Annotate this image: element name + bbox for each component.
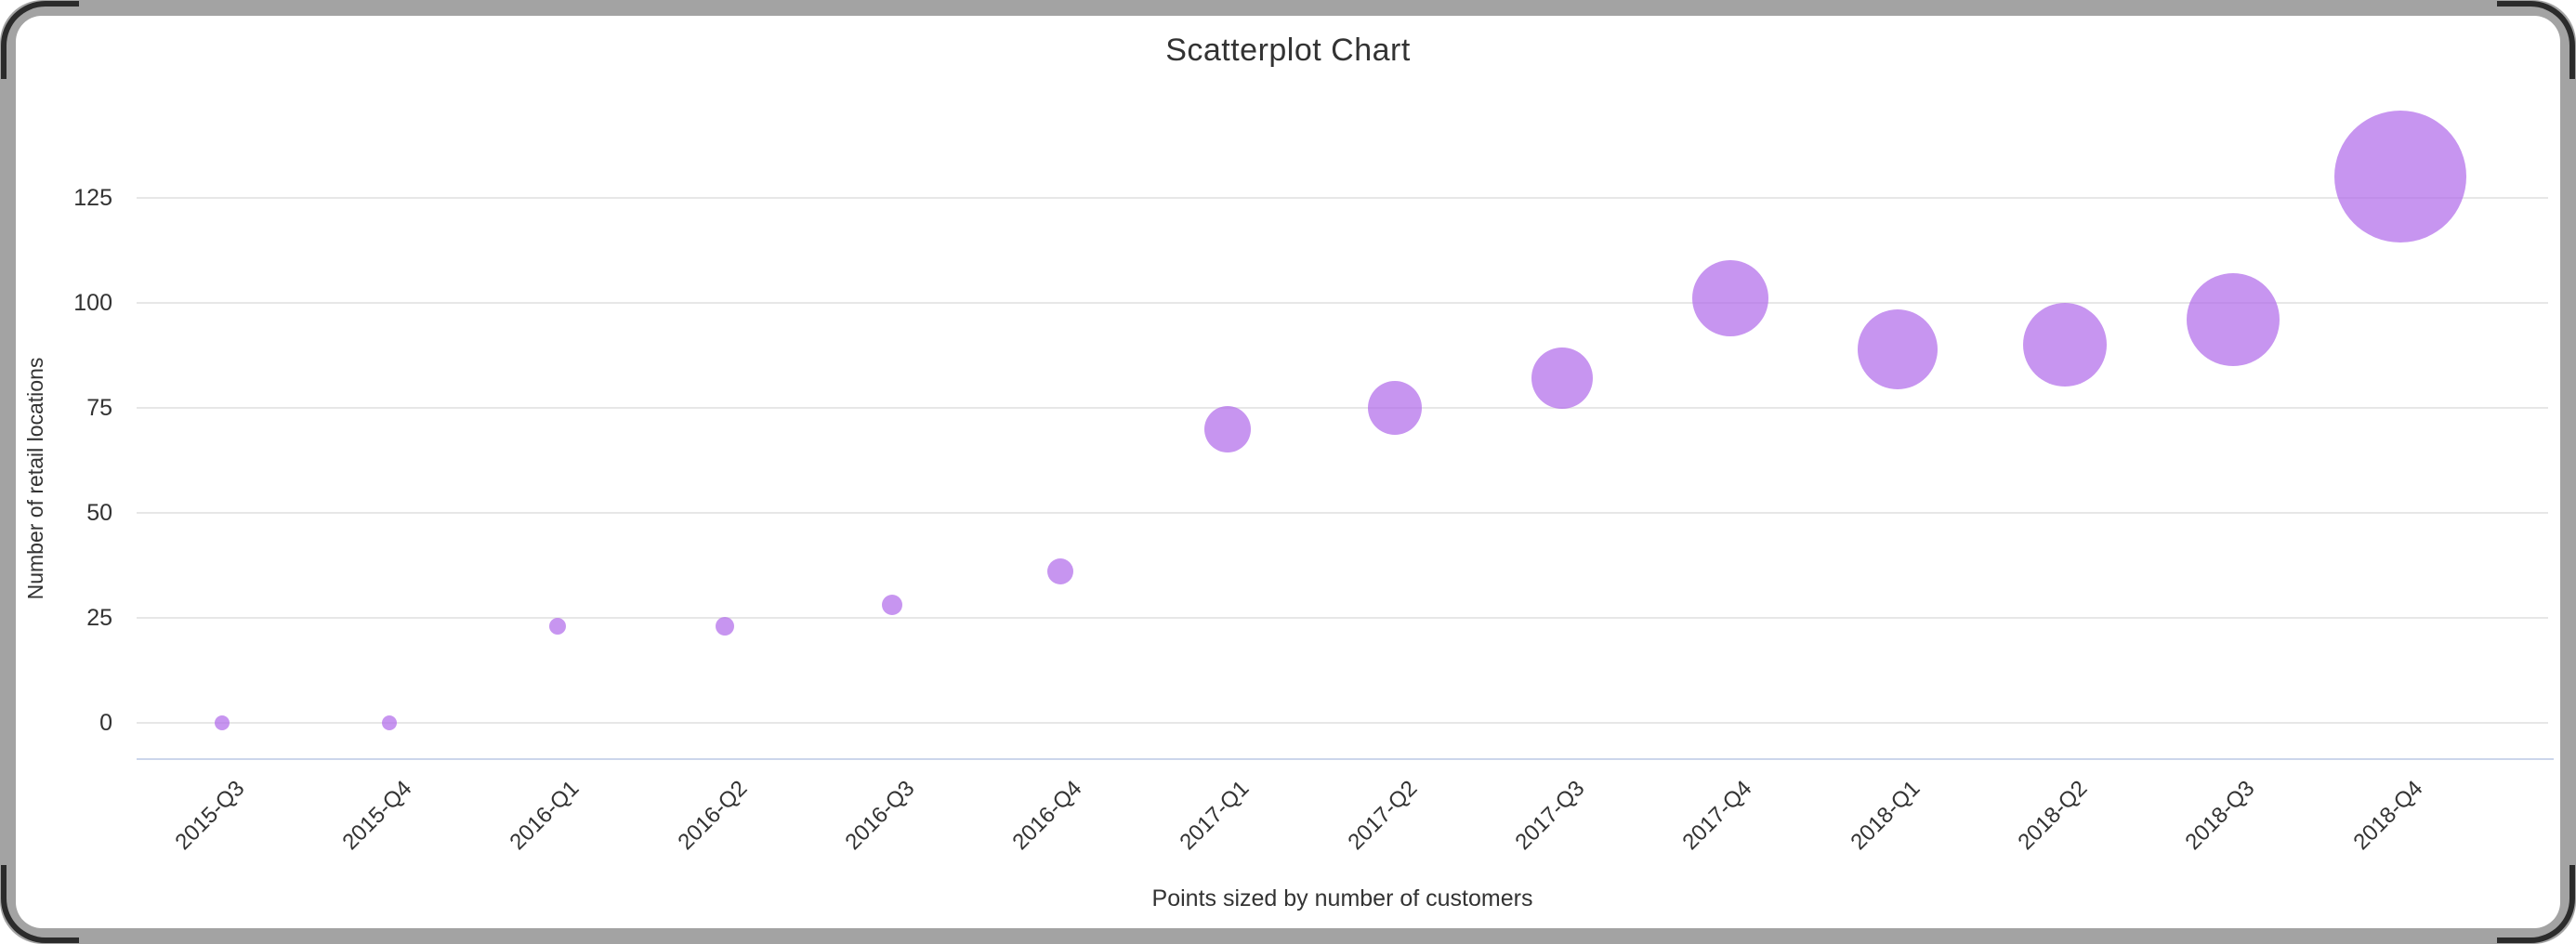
scatter-point-2016-Q3[interactable] [882, 595, 903, 616]
x-tick-label: 2017-Q1 [1175, 776, 1255, 856]
gridline-y-100 [137, 302, 2548, 304]
y-tick-label: 25 [86, 605, 112, 631]
scatter-point-2017-Q2[interactable] [1368, 381, 1423, 435]
scatter-point-2015-Q3[interactable] [215, 715, 230, 730]
scatter-point-2016-Q1[interactable] [548, 618, 566, 636]
scatter-point-2017-Q1[interactable] [1203, 405, 1251, 452]
chart-card: Scatterplot Chart 0 25 50 75 100 125 2015-Q3 20… [16, 16, 2560, 928]
scatter-point-2018-Q3[interactable] [2186, 273, 2280, 367]
scatter-point-2016-Q4[interactable] [1046, 558, 1073, 585]
scatter-point-2017-Q4[interactable] [1691, 260, 1768, 337]
x-tick-label: 2018-Q4 [2347, 776, 2427, 856]
gridline-y-125 [137, 197, 2548, 199]
y-axis-title: Number of retail locations [23, 357, 47, 600]
gridline-y-50 [137, 512, 2548, 514]
x-tick-label: 2017-Q4 [1677, 776, 1757, 856]
x-tick-label: 2018-Q1 [1845, 776, 1925, 856]
scatter-point-2015-Q4[interactable] [382, 715, 398, 730]
x-tick-label: 2017-Q3 [1510, 776, 1590, 856]
x-tick-label: 2015-Q4 [337, 776, 417, 856]
gridline-y-25 [137, 617, 2548, 619]
y-tick-label: 0 [99, 710, 112, 736]
x-tick-label: 2018-Q2 [2013, 776, 2093, 856]
gridline-y-75 [137, 407, 2548, 409]
x-tick-label: 2016-Q1 [505, 776, 585, 856]
x-axis-line [137, 758, 2554, 760]
scatter-point-2018-Q1[interactable] [1858, 308, 1938, 389]
x-tick-label: 2016-Q2 [672, 776, 752, 856]
y-tick-label: 125 [73, 185, 112, 211]
y-tick-label: 75 [86, 395, 112, 421]
x-tick-label: 2017-Q2 [1343, 776, 1423, 856]
chart-title: Scatterplot Chart [1165, 33, 1411, 68]
y-tick-label: 50 [86, 500, 112, 526]
scatter-point-2018-Q2[interactable] [2023, 303, 2108, 387]
x-axis-title: Points sized by number of customers [1151, 885, 1533, 911]
y-tick-label: 100 [73, 290, 112, 316]
x-tick-label: 2016-Q4 [1007, 776, 1087, 856]
scatter-point-2016-Q2[interactable] [715, 617, 734, 636]
x-tick-label: 2016-Q3 [840, 776, 920, 856]
scatter-point-2017-Q3[interactable] [1531, 347, 1594, 410]
x-tick-label: 2018-Q3 [2180, 776, 2260, 856]
scatter-point-2018-Q4[interactable] [2333, 111, 2466, 243]
x-tick-label: 2015-Q3 [169, 776, 250, 856]
gridline-y-0 [137, 722, 2548, 724]
